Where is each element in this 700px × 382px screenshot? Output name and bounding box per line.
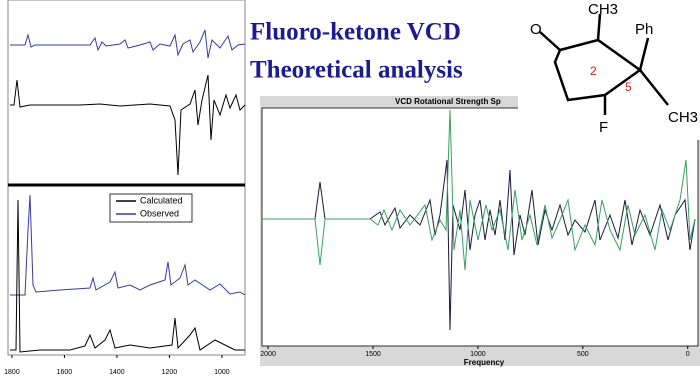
- x-tick-label: 1800: [4, 369, 20, 376]
- x-tick-label: 500: [577, 351, 589, 358]
- x-tick-label: 2000: [260, 351, 276, 358]
- legend: [109, 193, 193, 223]
- x-tick-label: 1200: [162, 369, 178, 376]
- observed-trace: [10, 29, 246, 59]
- calculated-trace: [10, 199, 245, 353]
- molecule-box: [518, 0, 700, 140]
- panel-title: VCD Rotational Strength Sp: [395, 97, 501, 106]
- x-tick-label: 0: [686, 351, 690, 358]
- x-axis-label: Frequency: [464, 358, 505, 367]
- plot-area: [261, 107, 699, 347]
- atom-number: 5: [625, 80, 632, 94]
- calculated-trace: [10, 74, 246, 176]
- atom-label: CH3: [588, 1, 618, 18]
- x-tick-label: 1000: [214, 369, 230, 376]
- atom-label: Ph: [635, 21, 653, 38]
- heading: Theoretical analysis: [250, 57, 463, 84]
- atom-label: O: [530, 21, 542, 38]
- observed-trace: [10, 194, 246, 296]
- legend-entry: Observed: [140, 208, 179, 218]
- atom-label: F: [599, 119, 608, 136]
- atom-label: CH3: [668, 109, 698, 126]
- atom-number: 2: [590, 64, 597, 78]
- legend-entry: Calculated: [140, 195, 183, 205]
- heading: Fluoro-ketone VCD: [250, 19, 461, 46]
- molecule-bonds: [539, 13, 669, 115]
- left-panel: [7, 0, 246, 356]
- x-tick-label: 1000: [470, 351, 486, 358]
- x-tick-label: 1500: [365, 351, 381, 358]
- x-tick-label: 1400: [109, 369, 125, 376]
- observed-trace: [262, 109, 696, 271]
- x-tick-label: 1600: [57, 369, 73, 376]
